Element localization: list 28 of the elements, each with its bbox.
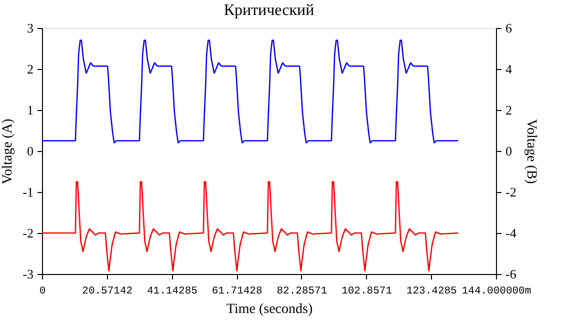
y2-tick-label: 6 <box>506 20 512 36</box>
y2-tick-label: -2 <box>506 184 516 200</box>
chart-title: Критический <box>224 2 315 19</box>
y2-tick-label: -4 <box>506 226 517 240</box>
y2-axis-title: Voltage (B) <box>523 119 538 184</box>
y2-tick-label: -6 <box>506 266 517 282</box>
y-tick-label: 2 <box>27 62 34 76</box>
x-tick-label: 20.57142 <box>82 286 133 298</box>
y2-tick-label: 0 <box>506 144 512 158</box>
x-tick-label: 123.4285 <box>406 286 457 298</box>
y-tick-label: 0 <box>27 144 34 158</box>
x-tick-label: 102.8571 <box>342 286 392 298</box>
y-tick-label: 1 <box>27 102 34 118</box>
x-tick-label: 82.28571 <box>276 286 328 298</box>
x-tick-label: 61.71428 <box>212 286 262 298</box>
y2-tick-label: 4 <box>506 62 512 76</box>
y2-tick-label: 2 <box>506 102 512 118</box>
x-tick-label: 41.14285 <box>147 286 198 298</box>
y-tick-label: 3 <box>27 20 34 36</box>
x-tick-label: 144.000000m <box>462 286 532 298</box>
y-tick-label: -2 <box>22 226 34 240</box>
y-tick-label: -1 <box>22 184 34 200</box>
x-axis-title: Time (seconds) <box>226 302 313 317</box>
line-series <box>41 181 459 272</box>
y-tick-label: -3 <box>22 266 34 282</box>
line-series <box>41 40 459 144</box>
x-tick-label: 0 <box>39 286 46 298</box>
y-axis-title: Voltage (A) <box>0 118 16 184</box>
